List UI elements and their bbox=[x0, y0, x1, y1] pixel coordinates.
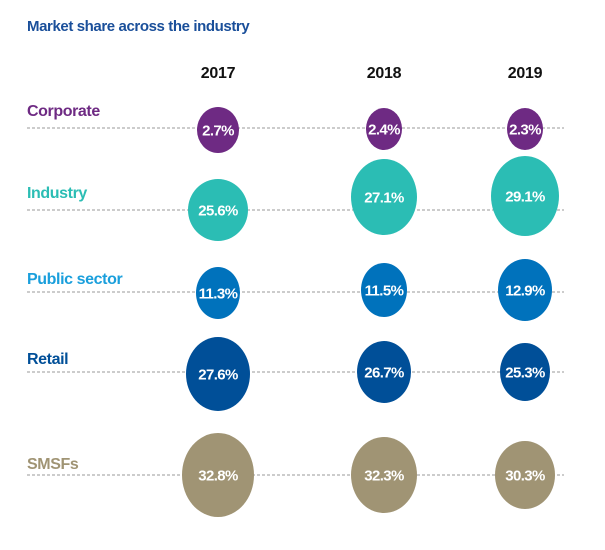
series-label: SMSFs bbox=[27, 456, 79, 473]
series-label: Retail bbox=[27, 351, 68, 368]
bubble-value-label: 25.6% bbox=[198, 203, 238, 220]
bubble-value-label: 11.5% bbox=[365, 283, 404, 300]
bubble bbox=[366, 108, 402, 150]
series-label: Industry bbox=[27, 185, 87, 202]
bubble bbox=[182, 433, 254, 517]
bubble-value-label: 2.7% bbox=[202, 123, 234, 140]
bubble bbox=[186, 337, 250, 411]
bubble bbox=[351, 437, 417, 513]
bubble-value-label: 26.7% bbox=[364, 365, 404, 382]
bubble bbox=[495, 441, 555, 509]
bubble-value-label: 12.9% bbox=[505, 283, 545, 300]
bubble-value-label: 29.1% bbox=[505, 189, 545, 206]
bubble-value-label: 27.6% bbox=[198, 367, 238, 384]
year-label: 2019 bbox=[508, 65, 543, 82]
bubble-value-label: 2.3% bbox=[509, 122, 541, 139]
bubble-value-label: 11.3% bbox=[199, 286, 238, 303]
bubble bbox=[196, 267, 240, 319]
bubble bbox=[507, 108, 543, 150]
year-label: 2018 bbox=[367, 65, 402, 82]
bubble-value-label: 30.3% bbox=[505, 468, 545, 485]
bubble bbox=[500, 343, 550, 401]
bubble-value-label: 32.3% bbox=[364, 468, 404, 485]
bubble bbox=[491, 156, 559, 236]
year-label: 2017 bbox=[201, 65, 236, 82]
bubble bbox=[498, 259, 552, 321]
bubble-value-label: 27.1% bbox=[364, 190, 404, 207]
bubble bbox=[197, 107, 239, 153]
bubble bbox=[357, 341, 411, 403]
bubble-value-label: 32.8% bbox=[198, 468, 238, 485]
series-label: Corporate bbox=[27, 103, 100, 120]
bubble bbox=[361, 263, 407, 317]
series-label: Public sector bbox=[27, 271, 122, 288]
bubble bbox=[188, 179, 248, 241]
bubble-value-label: 2.4% bbox=[368, 122, 400, 139]
bubble bbox=[351, 159, 417, 235]
bubble-value-label: 25.3% bbox=[505, 365, 545, 382]
chart-title: Market share across the industry bbox=[27, 18, 250, 35]
